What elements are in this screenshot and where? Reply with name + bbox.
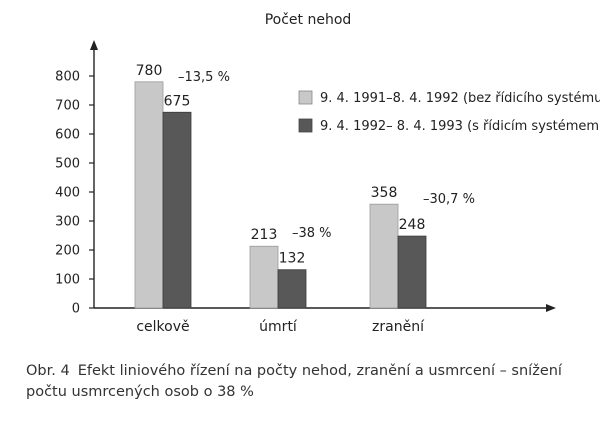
- category-label-0: celkově: [136, 319, 189, 335]
- caption-label: Obr. 4: [26, 363, 70, 379]
- legend-swatch-1992: [298, 118, 313, 133]
- legend-label-1991: 9. 4. 1991–8. 4. 1992 (bez řídicího syst…: [320, 91, 600, 106]
- chart-legend: 9. 4. 1991–8. 4. 1992 (bez řídicího syst…: [298, 90, 600, 134]
- data-label-0-0: 780: [136, 63, 163, 79]
- y-axis-arrow: [90, 40, 98, 50]
- y-tick-label: 300: [55, 215, 80, 230]
- change-annotation-0: –13,5 %: [178, 70, 230, 85]
- y-tick-label: 800: [55, 70, 80, 85]
- legend-swatch-1991: [298, 90, 313, 105]
- category-label-1: úmrtí: [259, 319, 298, 335]
- data-label-2-0: 358: [371, 185, 398, 201]
- bar-2-0: [369, 203, 399, 309]
- change-annotation-1: –38 %: [292, 226, 332, 241]
- figure-caption: Obr. 4 Efekt liniového řízení na počty ne…: [26, 361, 586, 403]
- caption-text: Efekt liniového řízení na počty nehod, z…: [26, 363, 562, 400]
- y-tick-label: 500: [55, 157, 80, 172]
- y-tick-label: 700: [55, 99, 80, 114]
- bar-1-1: [277, 269, 307, 309]
- data-label-2-1: 248: [399, 217, 426, 233]
- data-label-0-1: 675: [164, 93, 191, 109]
- data-label-1-1: 132: [279, 251, 306, 267]
- y-tick-label: 400: [55, 186, 80, 201]
- y-tick-label: 0: [72, 302, 80, 317]
- bar-1-0: [249, 245, 279, 309]
- chart-bars: [134, 81, 427, 309]
- change-annotation-2: –30,7 %: [423, 192, 475, 207]
- data-label-1-0: 213: [251, 227, 278, 243]
- y-tick-label: 100: [55, 273, 80, 288]
- category-label-2: zranění: [372, 319, 425, 335]
- bar-2-1: [397, 235, 427, 309]
- bar-0-0: [134, 81, 164, 309]
- x-axis-arrow: [546, 304, 556, 312]
- chart-title: Počet nehod: [265, 12, 352, 28]
- y-tick-label: 200: [55, 244, 80, 259]
- legend-label-1992: 9. 4. 1992– 8. 4. 1993 (s řídicím systém…: [320, 119, 600, 134]
- y-tick-label: 600: [55, 128, 80, 143]
- bar-0-1: [162, 111, 192, 309]
